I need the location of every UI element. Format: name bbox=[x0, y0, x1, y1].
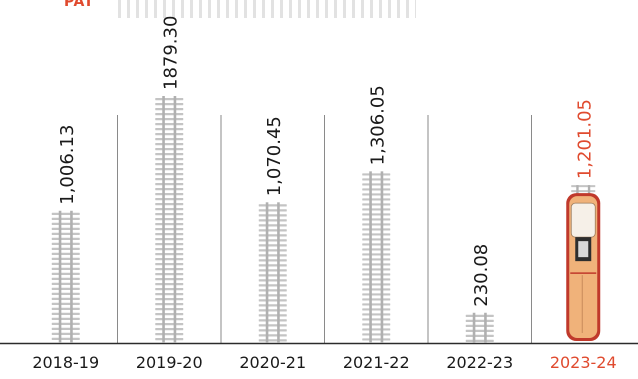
category-label-2023-24: 2023-24 bbox=[550, 353, 617, 372]
value-label-2018-19: 1,006.13 bbox=[57, 125, 78, 205]
value-label-2023-24: 1,201.05 bbox=[574, 99, 595, 179]
bar-track-2020-21 bbox=[258, 202, 287, 343]
value-label-2020-21: 1,070.45 bbox=[264, 116, 285, 196]
bar-track-2018-19 bbox=[51, 210, 80, 343]
category-label-2021-22: 2021-22 bbox=[343, 353, 410, 372]
bar-track-2019-20 bbox=[155, 96, 184, 343]
bar-track-2021-22 bbox=[362, 171, 391, 343]
category-label-2020-21: 2020-21 bbox=[239, 353, 306, 372]
bar-track-2022-23 bbox=[465, 312, 494, 343]
category-label-2019-20: 2019-20 bbox=[136, 353, 203, 372]
pat-label: PAT bbox=[64, 0, 94, 10]
category-label-2022-23: 2022-23 bbox=[446, 353, 513, 372]
value-label-2022-23: 230.08 bbox=[471, 244, 492, 307]
category-label-2018-19: 2018-19 bbox=[32, 353, 99, 372]
value-label-2021-22: 1,306.05 bbox=[367, 85, 388, 165]
decorative-track-top bbox=[118, 0, 416, 18]
bar-train-2023-24 bbox=[566, 185, 601, 341]
value-label-2019-20: 1879.30 bbox=[160, 16, 181, 90]
